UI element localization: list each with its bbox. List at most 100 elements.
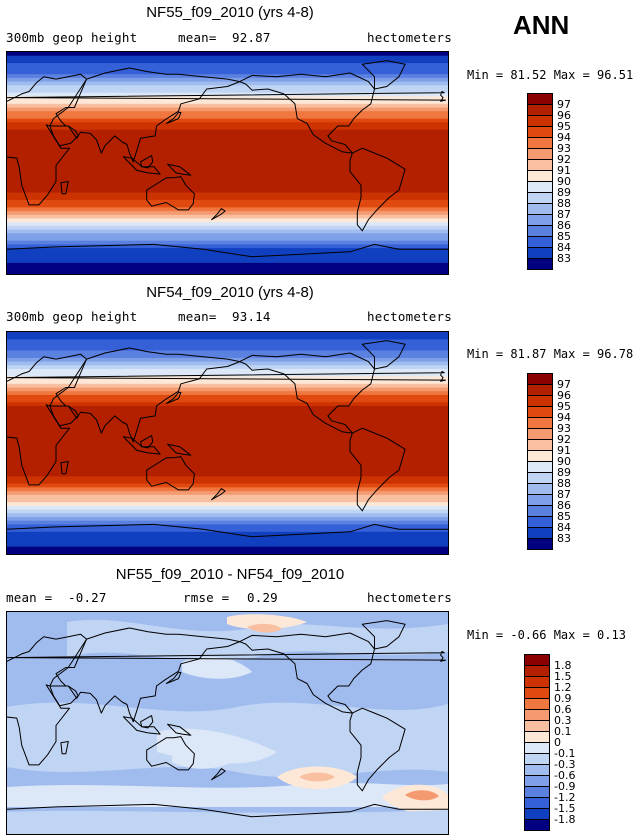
map1-band xyxy=(7,163,448,168)
map2-band xyxy=(7,502,448,507)
coastline-indonesia xyxy=(122,716,161,735)
colorbar1-label: 87 xyxy=(557,208,571,221)
coastline-madagascar xyxy=(60,741,69,755)
map1-band xyxy=(7,77,448,83)
coastline-uk xyxy=(7,91,447,102)
map1-band xyxy=(7,225,448,231)
coastline-japan xyxy=(165,391,182,404)
map1-band xyxy=(7,266,448,271)
map2-band xyxy=(7,498,448,503)
map1-band xyxy=(7,144,448,149)
map2-band xyxy=(7,350,448,355)
map1-band xyxy=(7,66,448,72)
map2-band xyxy=(7,391,448,396)
map1-band xyxy=(7,148,448,153)
coastline-new-guinea xyxy=(167,163,192,176)
map1-band xyxy=(7,251,448,257)
coastline-borneo xyxy=(140,435,154,449)
map1-band xyxy=(7,270,448,274)
map3-region-pos-arctic xyxy=(247,623,282,633)
map1-band xyxy=(7,155,448,160)
map2-band xyxy=(7,480,448,485)
map1-band xyxy=(7,244,448,249)
coastline-new-zealand xyxy=(211,768,226,781)
panel2-mean-label: mean= xyxy=(178,309,217,324)
colorbar2-label: 87 xyxy=(557,488,571,501)
map1-band xyxy=(7,114,448,120)
colorbar2-label: 88 xyxy=(557,477,571,490)
panel3-mean-value: -0.27 xyxy=(68,590,107,605)
colorbar2-label: 85 xyxy=(557,510,571,523)
colorbar1-label: 91 xyxy=(557,164,571,177)
map3-region-weak-indian xyxy=(172,746,232,769)
coastline-madagascar xyxy=(60,181,69,195)
colorbar3-label: -1.2 xyxy=(554,791,576,804)
coastline-new-zealand xyxy=(211,488,226,501)
map2-band xyxy=(7,413,448,418)
map1-band xyxy=(7,126,448,131)
map1-band xyxy=(7,140,448,146)
panel2-minmax: Min = 81.87 Max = 96.78 xyxy=(467,347,634,361)
map2-band xyxy=(7,402,448,407)
panel2-field: 300mb geop height xyxy=(6,309,138,324)
colorbar1-label: 96 xyxy=(557,109,571,122)
coastline-south-america xyxy=(349,427,406,512)
map2-band xyxy=(7,457,448,463)
map1-band xyxy=(7,81,448,86)
map2-band xyxy=(7,369,448,374)
map1-band xyxy=(7,159,448,164)
colorbar3-label: 0.9 xyxy=(554,692,572,705)
map2-band xyxy=(7,361,448,366)
map1-band xyxy=(7,55,448,60)
map1-band xyxy=(7,122,448,127)
map1-band xyxy=(7,207,448,212)
colorbar3-label: -0.1 xyxy=(554,747,576,760)
colorbar2-label: 91 xyxy=(557,444,571,457)
colorbar3-label: -0.6 xyxy=(554,769,576,782)
coastline-arabia xyxy=(49,125,79,147)
map2-band xyxy=(7,420,448,426)
coastline-new-guinea xyxy=(167,723,192,736)
map2-band xyxy=(7,339,448,344)
panel3-minmax: Min = -0.66 Max = 0.13 xyxy=(467,628,626,642)
colorbar1-label: 83 xyxy=(557,252,571,265)
panel2-map xyxy=(6,331,449,555)
coastline-antarctica xyxy=(7,803,448,818)
coastline-europe-africa xyxy=(7,353,88,486)
panel1-title: NF55_f09_2010 (yrs 4-8) xyxy=(146,4,314,21)
map1-band xyxy=(7,52,448,57)
map1-band xyxy=(7,262,448,268)
panel1-mean-value: 92.87 xyxy=(232,30,271,45)
map2-band xyxy=(7,546,448,551)
map2-band xyxy=(7,335,448,340)
map-svg-3 xyxy=(7,612,448,834)
colorbar2-swatch xyxy=(527,538,553,550)
coastline-europe-africa xyxy=(7,633,88,766)
map3-region-neg-north xyxy=(67,619,448,662)
panel1-mean-label: mean= xyxy=(178,30,217,45)
map2-band xyxy=(7,513,448,518)
colorbar2-label: 89 xyxy=(557,466,571,479)
map2-band xyxy=(7,539,448,544)
colorbar2-label: 93 xyxy=(557,422,571,435)
panel3-colorbar: 1.8 1.5 1.2 0.9 0.6 0.3 0.1 0 -0.1 -0.3 -0.6 -0.9 -1… xyxy=(524,654,575,831)
colorbar2-label: 90 xyxy=(557,455,571,468)
panel3-units: hectometers xyxy=(367,590,452,605)
map2-band xyxy=(7,387,448,392)
coastline-europe-africa xyxy=(7,73,88,206)
map2-band xyxy=(7,509,448,514)
panel1-colorbar: 97 96 95 94 93 92 91 90 89 88 87 86 85 84 83 xyxy=(527,93,571,270)
map3-region-pos-southatl-core xyxy=(405,790,439,801)
map1-band xyxy=(7,59,448,64)
colorbar2-label: 84 xyxy=(557,521,571,534)
coastline-borneo xyxy=(140,715,154,729)
colorbar3-label: -0.3 xyxy=(554,758,576,771)
colorbar1-label: 84 xyxy=(557,241,571,254)
map2-band xyxy=(7,431,448,437)
map1-band xyxy=(7,222,448,227)
map1-band xyxy=(7,85,448,90)
map1-band xyxy=(7,255,448,260)
panel2-colorbar: 97 96 95 94 93 92 91 90 89 88 87 86 85 84 83 xyxy=(527,373,571,550)
map1-band xyxy=(7,240,448,245)
panel1-map xyxy=(6,51,449,275)
